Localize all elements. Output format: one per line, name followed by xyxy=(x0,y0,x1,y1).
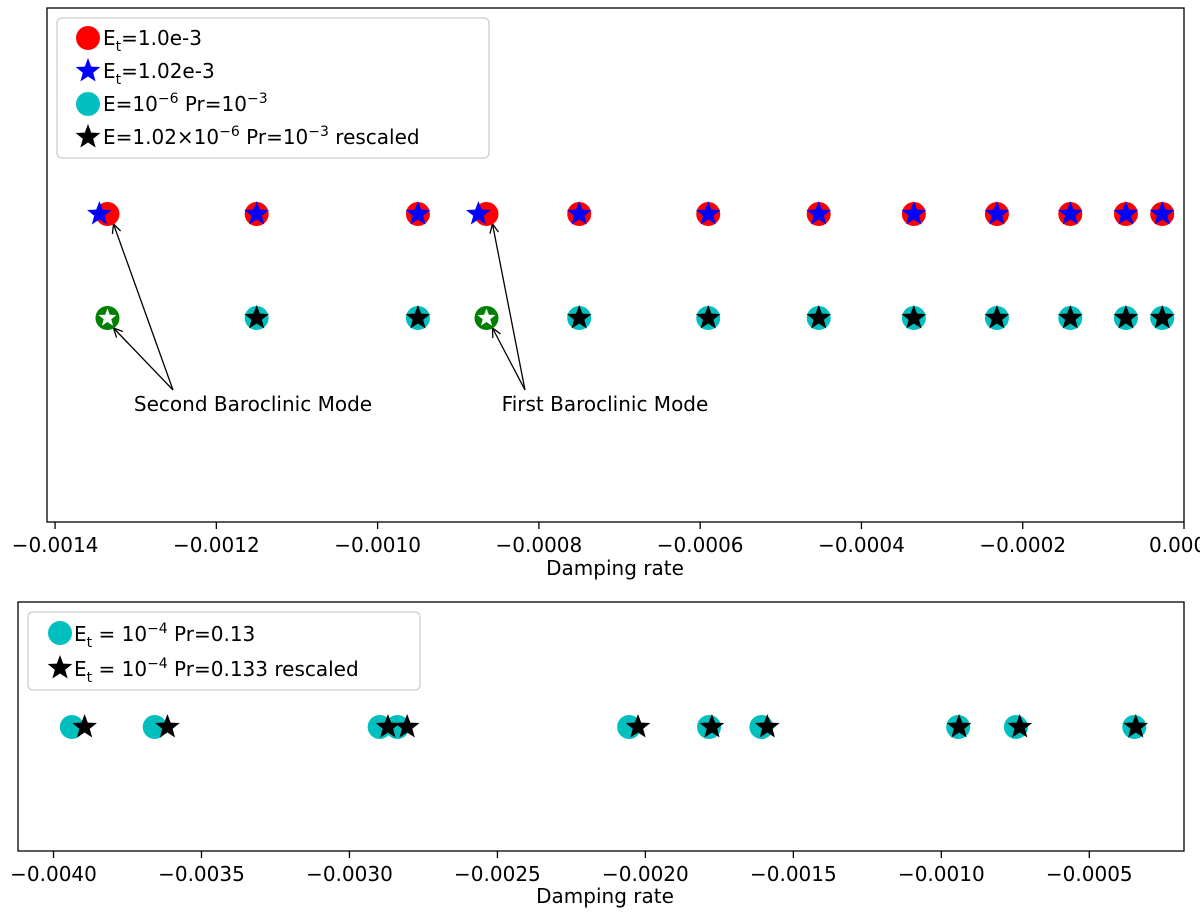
top-highlighted-point xyxy=(95,306,120,330)
top-x-tick-label: −0.0008 xyxy=(496,533,583,557)
bottom-series-1-point xyxy=(394,714,420,738)
top-x-tick-label: −0.0010 xyxy=(334,533,421,557)
top-series-1-point xyxy=(244,201,270,225)
bottom-x-tick-label: −0.0020 xyxy=(602,862,689,886)
bottom-series-1-point xyxy=(699,714,725,738)
top-series-1-point xyxy=(1057,201,1083,225)
top-series-3-point xyxy=(1149,305,1175,329)
legend-marker xyxy=(76,92,100,116)
annotation-label: Second Baroclinic Mode xyxy=(134,392,372,416)
bottom-series-1-point xyxy=(1123,714,1149,738)
legend-marker xyxy=(75,58,101,82)
bottom-series-1-point xyxy=(946,714,972,738)
bottom-series-1-point xyxy=(625,714,651,738)
top-series-1-point xyxy=(405,201,431,225)
top-series-1-point xyxy=(1149,201,1175,225)
bottom-x-tick-label: −0.0005 xyxy=(1046,862,1133,886)
legend-entry-et-1.0e-3: Et=1.0e-3 xyxy=(103,26,202,55)
top-x-axis: −0.0014 −0.0012 −0.0010 −0.0008 −0.0006 −0.00… xyxy=(12,522,1200,557)
bottom-series-0-point xyxy=(59,715,84,739)
top-series-3-point xyxy=(695,305,721,329)
annotation-label: First Baroclinic Mode xyxy=(502,392,709,416)
annotation-arrow xyxy=(491,327,526,391)
legend-entry-et-1e-4-pr-0.13: Et = 10−4 Pr=0.13 xyxy=(74,621,255,651)
legend-marker xyxy=(48,621,72,645)
bottom-data-points xyxy=(59,714,1149,739)
bottom-legend-markers xyxy=(47,621,73,679)
legend-entry-et-1e-4-pr-0.133-rescaled: Et = 10−4 Pr=0.133 rescaled xyxy=(74,656,359,686)
bottom-series-1-point xyxy=(155,714,180,738)
top-series-3-point xyxy=(405,305,431,329)
top-legend-markers xyxy=(75,26,101,148)
top-highlighted-point-star xyxy=(98,308,117,326)
top-highlighted-point xyxy=(474,306,499,330)
top-series-3-point xyxy=(566,305,592,329)
top-legend-box xyxy=(56,17,490,159)
annotation-arrow xyxy=(491,223,526,391)
bottom-x-tick-label: −0.0025 xyxy=(454,862,541,886)
top-series-3-point xyxy=(244,305,270,329)
legend-entry-et-1.02e-3: Et=1.02e-3 xyxy=(103,59,215,88)
bottom-legend: Et = 10−4 Pr=0.13 Et = 10−4 Pr=0.133 res… xyxy=(27,611,421,691)
bottom-x-tick-label: −0.0035 xyxy=(158,862,245,886)
top-x-tick-label: −0.0012 xyxy=(173,533,260,557)
top-series-3-point xyxy=(1057,305,1083,329)
bottom-x-tick-label: −0.0015 xyxy=(750,862,837,886)
top-series-1-point xyxy=(695,201,721,225)
top-series-3-point xyxy=(1113,305,1139,329)
bottom-x-axis-label: Damping rate xyxy=(536,884,674,908)
top-x-axis-label: Damping rate xyxy=(546,556,684,580)
top-highlighted-point-star xyxy=(477,308,496,326)
bottom-panel: −0.0040 −0.0035 −0.0030 −0.0025 −0.0020 −0.00… xyxy=(10,601,1185,908)
top-series-1-point xyxy=(87,201,112,225)
annotation-arrow xyxy=(113,327,174,391)
bottom-x-tick-label: −0.0030 xyxy=(306,862,393,886)
legend-marker xyxy=(47,655,73,679)
legend-marker xyxy=(75,124,101,148)
top-legend: Et=1.0e-3 Et=1.02e-3 E=10−6 Pr=10−3 E=1.… xyxy=(56,17,490,159)
top-series-3-point xyxy=(901,305,927,329)
bottom-series-1-point xyxy=(72,714,97,738)
bottom-legend-box xyxy=(27,611,421,691)
top-series-3-point xyxy=(984,305,1010,329)
top-panel: −0.0014 −0.0012 −0.0010 −0.0008 −0.0006 −0.00… xyxy=(12,7,1200,580)
bottom-series-1-point xyxy=(1007,714,1033,738)
bottom-series-1-point xyxy=(754,714,780,738)
top-series-3-point xyxy=(806,305,832,329)
top-series-1-point xyxy=(1113,201,1139,225)
legend-entry-e-1.02e-6-rescaled: E=1.02×10−6 Pr=10−3 rescaled xyxy=(103,124,420,149)
top-x-tick-label: 0.0000 xyxy=(1149,533,1200,557)
legend-marker xyxy=(76,26,100,50)
top-series-1-point xyxy=(566,201,592,225)
bottom-series-1-point xyxy=(375,714,401,738)
top-series-1-point xyxy=(901,201,927,225)
top-x-tick-label: −0.0004 xyxy=(818,533,905,557)
top-annotations: Second Baroclinic Mode First Baroclinic M… xyxy=(111,222,709,416)
top-series-1-point xyxy=(466,201,491,225)
top-series-1-point xyxy=(984,201,1010,225)
top-series-1-point xyxy=(806,201,832,225)
top-data-points xyxy=(87,201,1175,330)
annotation-arrow xyxy=(112,223,174,391)
bottom-series-0-point xyxy=(142,715,167,739)
bottom-x-tick-label: −0.0040 xyxy=(10,862,97,886)
bottom-x-tick-label: −0.0010 xyxy=(898,862,985,886)
top-x-tick-label: −0.0006 xyxy=(657,533,744,557)
legend-entry-e-1e-6-pr-1e-3: E=10−6 Pr=10−3 xyxy=(103,91,268,116)
bottom-x-axis: −0.0040 −0.0035 −0.0030 −0.0025 −0.0020 −0.00… xyxy=(10,851,1133,886)
top-x-tick-label: −0.0002 xyxy=(979,533,1066,557)
top-x-tick-label: −0.0014 xyxy=(12,533,99,557)
